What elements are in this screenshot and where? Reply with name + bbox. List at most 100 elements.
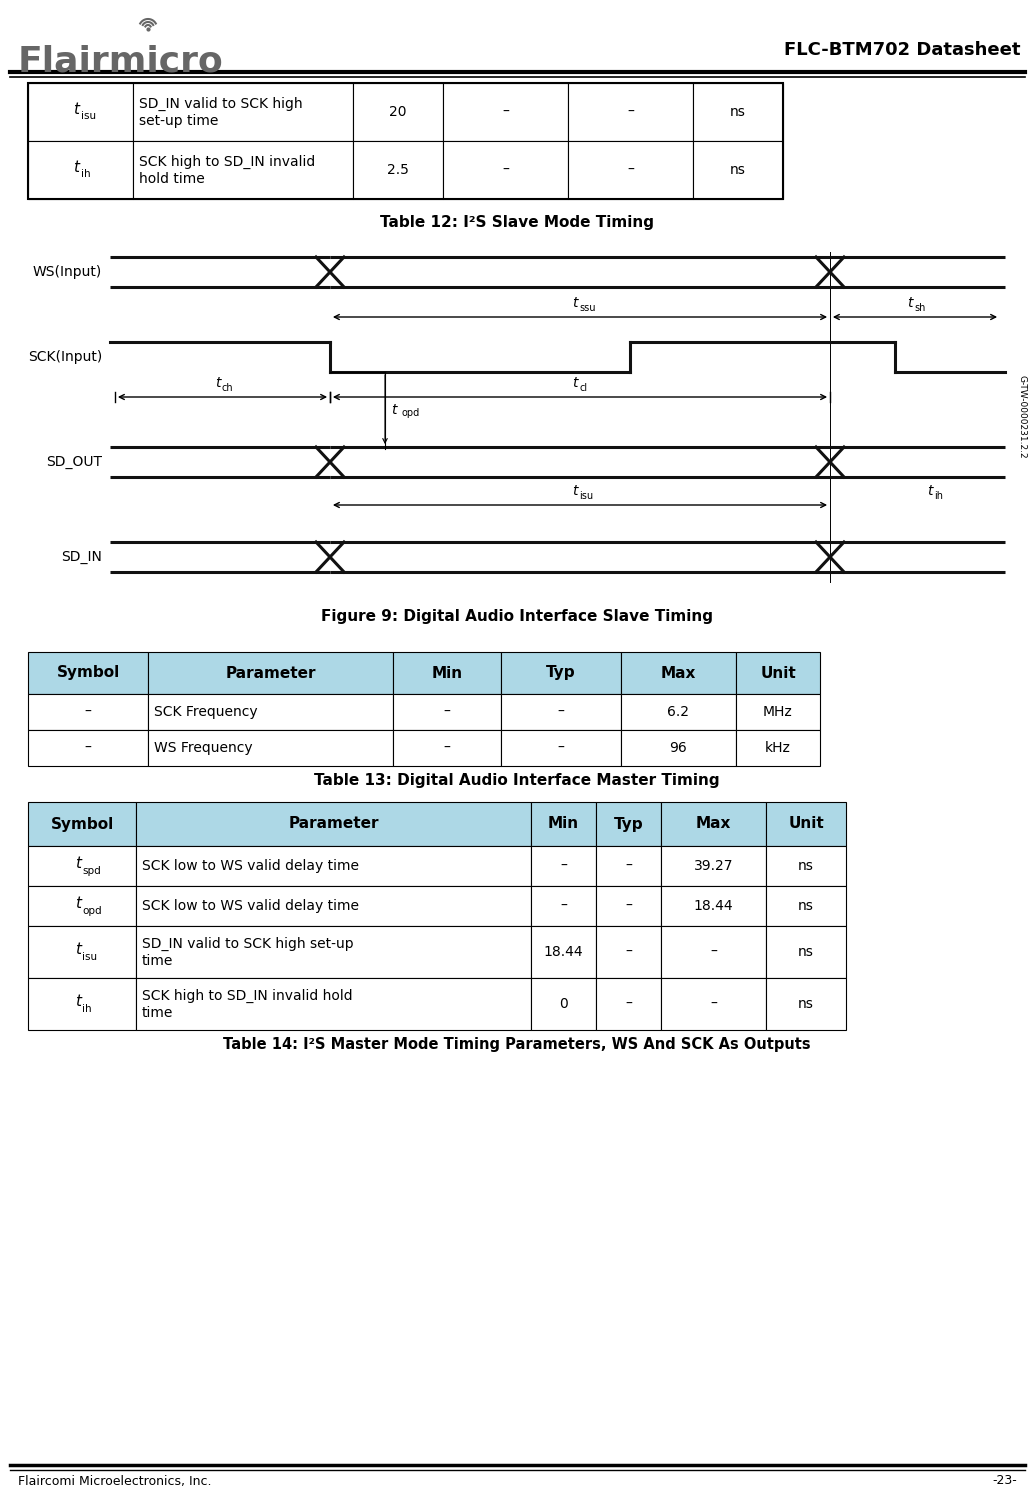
Bar: [693, 141, 783, 200]
Text: t: t: [73, 161, 80, 176]
Text: WS Frequency: WS Frequency: [154, 742, 253, 755]
Bar: [661, 886, 766, 926]
Text: 18.44: 18.44: [693, 899, 734, 913]
Bar: [136, 978, 531, 1030]
Bar: [501, 730, 621, 765]
Text: Unit: Unit: [788, 816, 824, 831]
Text: SCK(Input): SCK(Input): [28, 350, 102, 363]
Text: Unit: Unit: [760, 666, 796, 680]
Text: -23-: -23-: [993, 1474, 1017, 1488]
Text: spd: spd: [82, 867, 100, 876]
Bar: [136, 886, 531, 926]
Text: ns: ns: [798, 899, 814, 913]
Bar: [596, 846, 661, 886]
Text: t: t: [572, 296, 578, 310]
Bar: [661, 846, 766, 886]
Bar: [621, 694, 736, 730]
Bar: [531, 978, 596, 1030]
Bar: [501, 652, 621, 694]
Text: –: –: [85, 704, 91, 719]
Text: ns: ns: [730, 106, 746, 119]
Text: time: time: [142, 1007, 174, 1020]
Bar: [28, 886, 136, 926]
Bar: [766, 978, 846, 1030]
Text: 2.5: 2.5: [387, 162, 409, 177]
Bar: [28, 83, 783, 200]
Text: ih: ih: [934, 491, 943, 500]
Text: Max: Max: [696, 816, 731, 831]
Text: –: –: [710, 946, 717, 959]
Text: 39.27: 39.27: [693, 859, 733, 873]
Bar: [766, 886, 846, 926]
Bar: [134, 141, 353, 200]
Text: Max: Max: [660, 666, 697, 680]
Text: Typ: Typ: [614, 816, 644, 831]
Bar: [28, 83, 134, 141]
Bar: [736, 694, 820, 730]
Text: cl: cl: [579, 383, 587, 393]
Text: Table 12: I²S Slave Mode Timing: Table 12: I²S Slave Mode Timing: [380, 216, 654, 231]
Bar: [736, 652, 820, 694]
Text: Flairmicro: Flairmicro: [18, 45, 224, 79]
Text: SCK high to SD_IN invalid: SCK high to SD_IN invalid: [139, 155, 316, 170]
Bar: [148, 730, 393, 765]
Bar: [393, 730, 501, 765]
Bar: [531, 803, 596, 846]
Text: t: t: [391, 402, 396, 417]
Text: G-TW-0000231.2.2: G-TW-0000231.2.2: [1017, 375, 1027, 459]
Bar: [136, 803, 531, 846]
Text: t: t: [75, 941, 81, 956]
Bar: [531, 926, 596, 978]
Bar: [28, 652, 148, 694]
Bar: [596, 926, 661, 978]
Text: SD_OUT: SD_OUT: [46, 456, 102, 469]
Text: Parameter: Parameter: [289, 816, 379, 831]
Text: Table 14: I²S Master Mode Timing Parameters, WS And SCK As Outputs: Table 14: I²S Master Mode Timing Paramet…: [224, 1036, 810, 1051]
Text: 6.2: 6.2: [668, 704, 689, 719]
Bar: [28, 141, 134, 200]
Text: SD_IN valid to SCK high: SD_IN valid to SCK high: [139, 97, 302, 112]
Text: opd: opd: [82, 905, 101, 916]
Text: ns: ns: [798, 946, 814, 959]
Bar: [621, 730, 736, 765]
Text: –: –: [444, 742, 450, 755]
Text: –: –: [625, 899, 632, 913]
Text: ns: ns: [798, 998, 814, 1011]
Bar: [443, 83, 568, 141]
Text: –: –: [625, 946, 632, 959]
Bar: [353, 141, 443, 200]
Text: SCK high to SD_IN invalid hold: SCK high to SD_IN invalid hold: [142, 989, 353, 1004]
Text: –: –: [627, 106, 633, 119]
Bar: [568, 83, 693, 141]
Text: Typ: Typ: [546, 666, 575, 680]
Text: SCK Frequency: SCK Frequency: [154, 704, 258, 719]
Text: WS(Input): WS(Input): [33, 265, 102, 278]
Bar: [661, 926, 766, 978]
Bar: [596, 886, 661, 926]
Bar: [28, 694, 148, 730]
Text: t: t: [572, 484, 578, 497]
Text: Table 13: Digital Audio Interface Master Timing: Table 13: Digital Audio Interface Master…: [315, 773, 719, 788]
Text: Flaircomi Microelectronics, Inc.: Flaircomi Microelectronics, Inc.: [18, 1474, 211, 1488]
Bar: [501, 694, 621, 730]
Text: isu: isu: [579, 491, 593, 500]
Text: –: –: [560, 899, 567, 913]
Bar: [531, 846, 596, 886]
Bar: [531, 886, 596, 926]
Bar: [28, 926, 136, 978]
Text: t: t: [73, 103, 80, 118]
Bar: [693, 83, 783, 141]
Text: Symbol: Symbol: [56, 666, 120, 680]
Bar: [661, 803, 766, 846]
Text: t: t: [75, 856, 81, 871]
Text: ih: ih: [81, 168, 90, 179]
Text: SD_IN: SD_IN: [61, 549, 102, 564]
Text: –: –: [502, 162, 509, 177]
Bar: [136, 926, 531, 978]
Bar: [28, 978, 136, 1030]
Text: SCK low to WS valid delay time: SCK low to WS valid delay time: [142, 859, 359, 873]
Bar: [393, 652, 501, 694]
Text: –: –: [85, 742, 91, 755]
Bar: [766, 926, 846, 978]
Text: –: –: [625, 859, 632, 873]
